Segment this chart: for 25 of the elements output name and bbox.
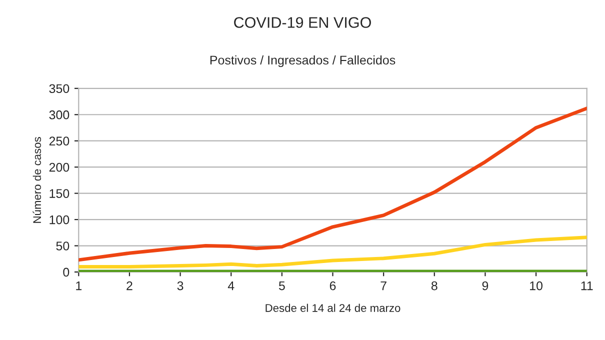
x-tick-label: 1 [76, 281, 82, 290]
y-axis-title: Número de casos [32, 137, 42, 223]
line-series [78, 236, 587, 268]
y-tick-label: 0 [63, 268, 70, 277]
y-tick-label: 150 [50, 189, 70, 198]
y-tick-label: 50 [56, 242, 70, 250]
x-tick-label: 11 [581, 281, 593, 290]
x-tick-label: 9 [482, 281, 488, 290]
x-tick-label: 2 [126, 281, 132, 290]
y-tick-label: 100 [50, 215, 70, 224]
x-axis-title: Desde el 14 al 24 de marzo [266, 304, 400, 312]
chart-title: COVID-19 EN VIGO [234, 17, 371, 28]
y-tick-label: 350 [49, 84, 70, 94]
x-tick-label: 6 [330, 281, 336, 290]
x-tick-label: 7 [380, 281, 386, 290]
y-tick-label: 250 [49, 136, 70, 146]
x-tick-label: 5 [278, 281, 285, 290]
x-tick-label: 4 [228, 281, 234, 290]
x-tick-label: 8 [431, 281, 438, 290]
x-tick-label: 3 [177, 281, 184, 290]
chart-subtitle: Postivos / Ingresados / Fallecidos [210, 55, 396, 68]
line-series [78, 106, 587, 262]
y-tick-label: 200 [49, 162, 70, 172]
y-tick-label: 300 [49, 110, 70, 120]
x-tick-label: 10 [530, 281, 542, 290]
